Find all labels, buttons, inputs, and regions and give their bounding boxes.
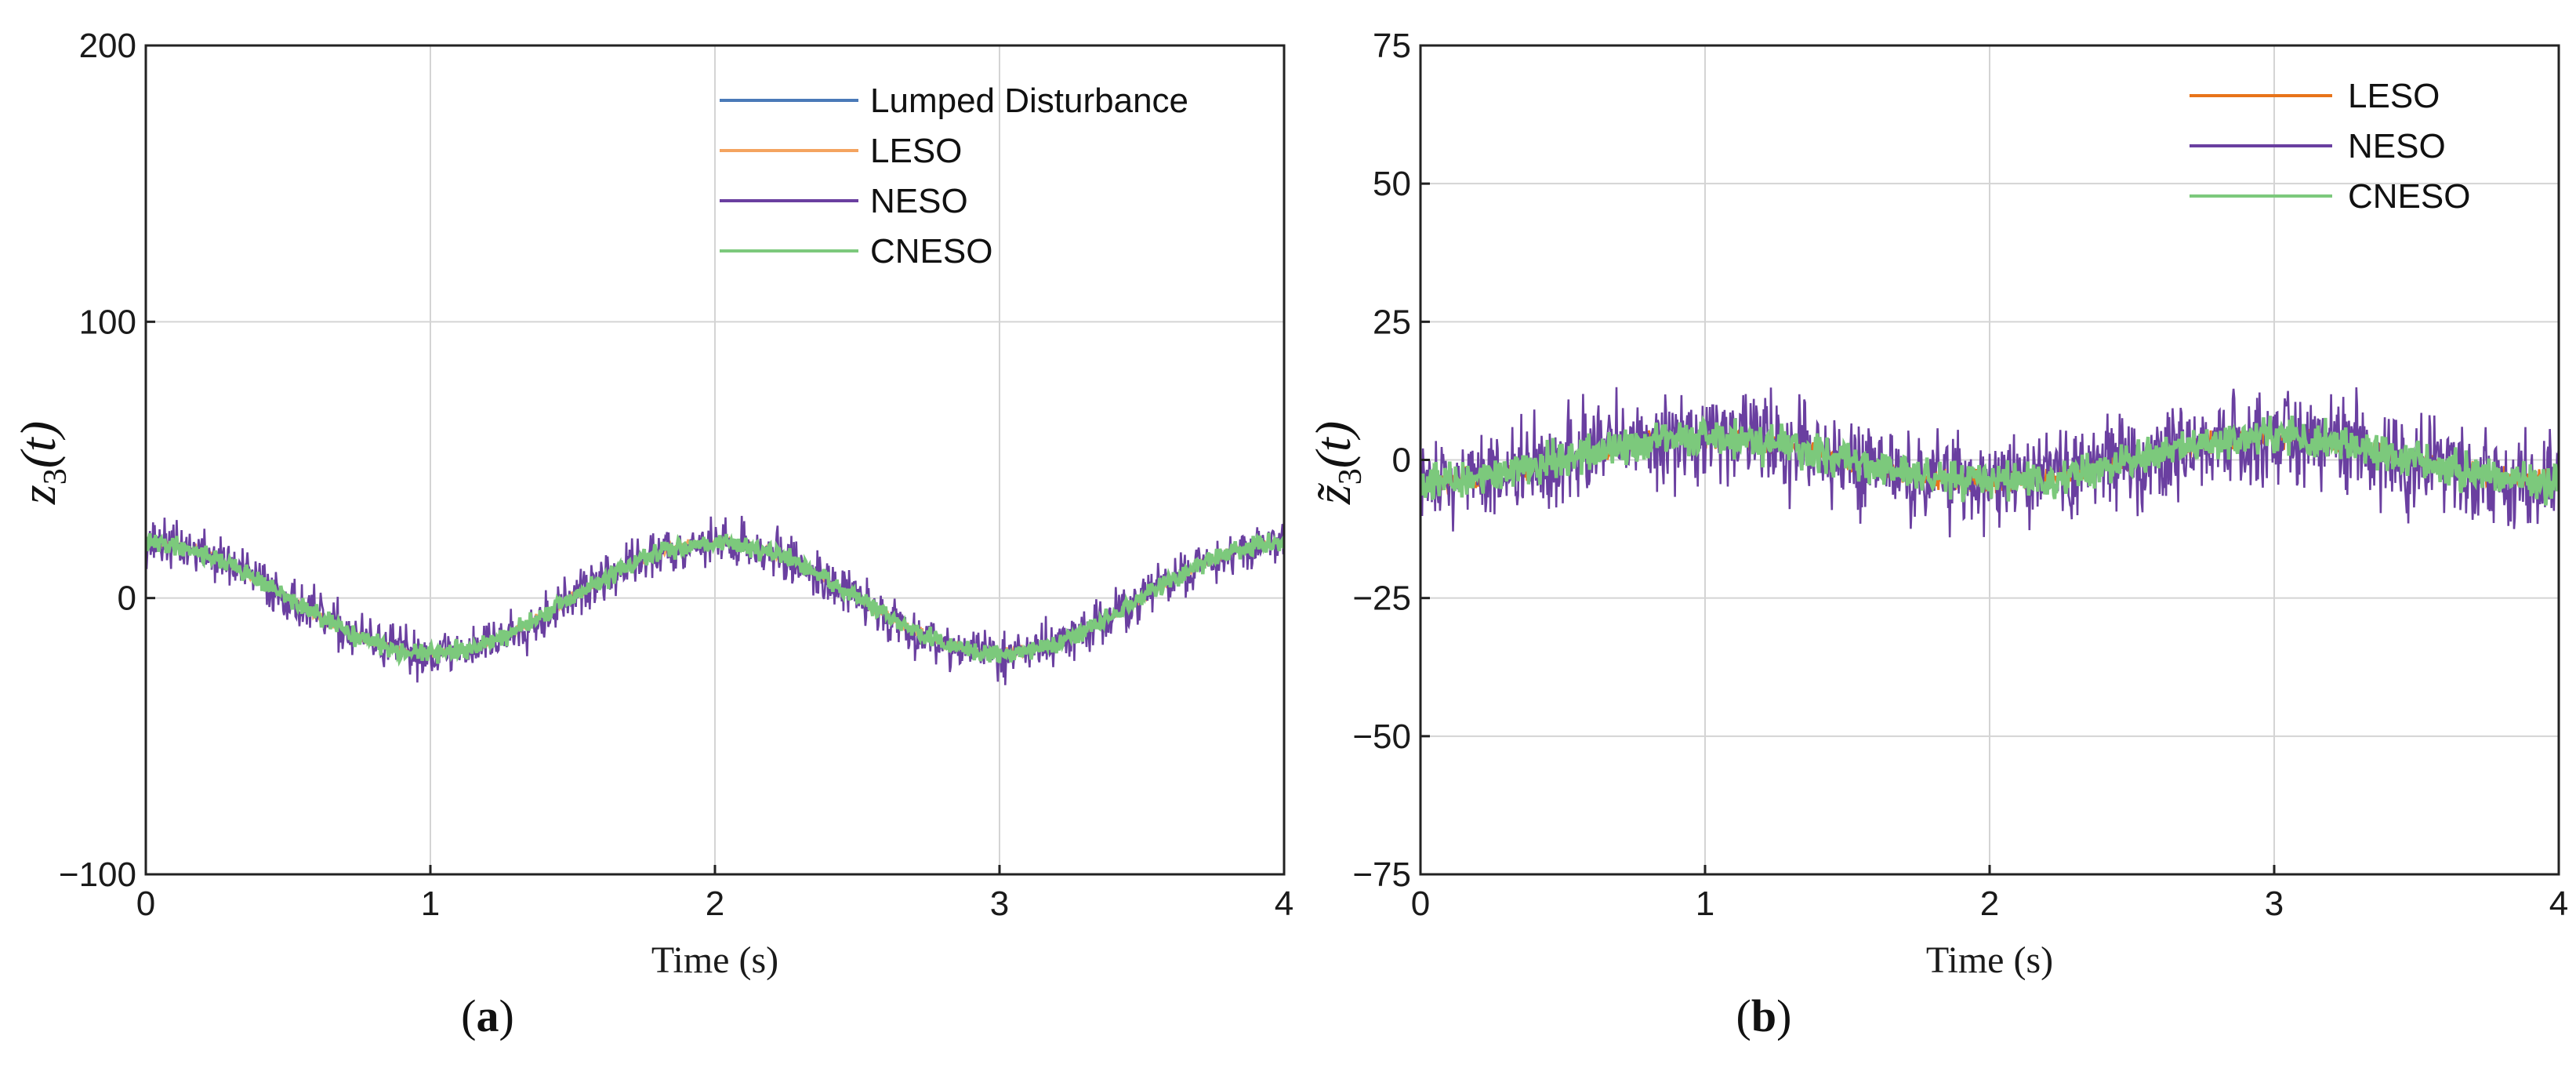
y-tick-label: −100 (59, 856, 136, 894)
y-tick-label: 0 (1392, 441, 1411, 480)
y-tick-label: −50 (1352, 718, 1411, 756)
panel-label: (a) (461, 990, 514, 1041)
y-tick-label: 75 (1373, 27, 1411, 65)
series-line-cneso (1420, 415, 2559, 506)
y-tick-label: 200 (79, 27, 136, 65)
x-tick-label: 0 (136, 885, 155, 923)
y-tick-label: −25 (1352, 579, 1411, 618)
legend-label: LESO (2348, 77, 2440, 115)
chart-b: 0 1 2 3 4 −75 −50 −25 0 25 50 75 Time (s) z̃3(t) LESO N… (1305, 27, 2568, 1041)
x-tick-label: 3 (2265, 885, 2284, 923)
series-line-cneso (146, 532, 1284, 667)
legend-label: NESO (2348, 127, 2446, 165)
y-axis-label: z3(t) (10, 421, 74, 505)
x-tick-label: 2 (706, 885, 724, 923)
y-tick-label: 100 (79, 303, 136, 341)
x-tick-label: 0 (1411, 885, 1430, 923)
x-tick-label: 2 (1980, 885, 1999, 923)
x-tick-label: 1 (421, 885, 440, 923)
legend-label: Lumped Disturbance (870, 82, 1188, 120)
x-axis-label: Time (s) (1926, 939, 2053, 981)
x-tick-label: 3 (990, 885, 1009, 923)
legend-label: CNESO (2348, 177, 2470, 216)
x-tick-label: 1 (1696, 885, 1714, 923)
panel-label: (b) (1736, 990, 1792, 1041)
y-tick-label: −75 (1352, 856, 1411, 894)
x-tick-label: 4 (2549, 885, 2568, 923)
y-axis-label: z̃3(t) (1305, 421, 1369, 505)
legend-label: NESO (870, 182, 968, 220)
x-axis-label: Time (s) (651, 939, 778, 981)
legend-label: LESO (870, 132, 962, 170)
legend-label: CNESO (870, 232, 992, 271)
y-tick-label: 25 (1373, 303, 1411, 341)
x-tick-label: 4 (1275, 885, 1293, 923)
y-tick-label: 50 (1373, 165, 1411, 203)
y-tick-label: 0 (118, 579, 136, 618)
